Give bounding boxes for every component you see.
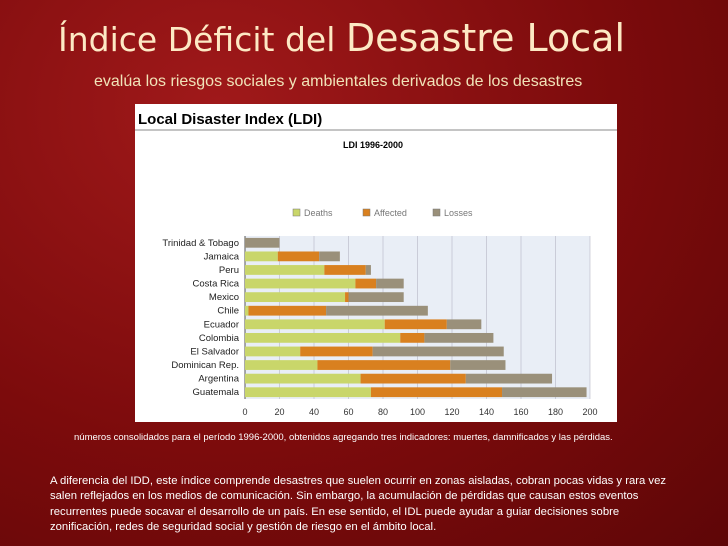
category-label-argentina: Argentina — [198, 374, 239, 385]
x-tick-label-0: 0 — [242, 407, 247, 417]
x-tick-label-40: 40 — [309, 407, 319, 417]
bar-costa-rica-affected — [355, 278, 377, 289]
category-label-mexico: Mexico — [209, 292, 239, 303]
bar-mexico-deaths — [245, 292, 346, 303]
category-label-trinidad-tobago: Trinidad & Tobago — [162, 238, 239, 249]
slide-title-part1: Índice Déficit del — [58, 20, 346, 59]
x-tick-label-60: 60 — [343, 407, 353, 417]
category-label-dominican-rep: Dominican Rep. — [171, 360, 239, 371]
x-tick-label-180: 180 — [548, 407, 563, 417]
bar-argentina-losses — [465, 373, 553, 384]
bar-peru-affected — [324, 265, 366, 275]
legend-label-losses: Losses — [444, 208, 473, 218]
legend-label-deaths: Deaths — [304, 208, 333, 218]
category-label-peru: Peru — [219, 265, 239, 276]
bar-ecuador-deaths — [245, 319, 385, 330]
bar-chile-deaths — [245, 305, 249, 316]
bar-peru-losses — [365, 265, 371, 275]
x-tick-label-160: 160 — [513, 407, 528, 417]
category-label-guatemala: Guatemala — [193, 387, 240, 398]
bar-chile-losses — [326, 305, 428, 316]
category-label-colombia: Colombia — [199, 333, 240, 344]
chart-panel: Local Disaster Index (LDI) LDI 1996-2000 D… — [135, 104, 617, 422]
chart-title: Local Disaster Index (LDI) — [138, 111, 322, 128]
bar-argentina-deaths — [245, 373, 361, 384]
bar-dominican-rep-losses — [450, 360, 506, 370]
bar-mexico-losses — [348, 292, 404, 303]
bar-ecuador-affected — [384, 319, 447, 330]
bar-guatemala-deaths — [245, 387, 371, 398]
x-tick-label-100: 100 — [410, 407, 425, 417]
bar-colombia-deaths — [245, 332, 401, 343]
x-tick-label-140: 140 — [479, 407, 494, 417]
category-label-costa-rica: Costa Rica — [193, 279, 240, 290]
chart-subtitle: LDI 1996-2000 — [343, 140, 403, 150]
bar-dominican-rep-affected — [317, 360, 451, 370]
bar-costa-rica-losses — [376, 278, 404, 289]
bar-costa-rica-deaths — [245, 278, 356, 289]
bar-jamaica-deaths — [245, 251, 278, 262]
category-label-ecuador: Ecuador — [204, 319, 239, 330]
bar-el-salvador-losses — [372, 346, 504, 357]
legend-label-affected: Affected — [374, 208, 407, 218]
bar-mexico-affected — [345, 292, 349, 303]
bar-colombia-affected — [400, 332, 425, 343]
bar-el-salvador-affected — [300, 346, 373, 357]
bar-argentina-affected — [360, 373, 466, 384]
legend-swatch-affected — [362, 208, 371, 217]
x-tick-label-200: 200 — [582, 407, 597, 417]
bar-chile-affected — [248, 305, 327, 316]
bar-guatemala-affected — [370, 387, 503, 398]
legend-swatch-deaths — [292, 208, 301, 217]
bar-jamaica-affected — [277, 251, 320, 262]
slide-title: Índice Déficit del Desastre Local — [58, 16, 625, 60]
category-label-chile: Chile — [217, 306, 239, 317]
x-tick-label-20: 20 — [274, 407, 284, 417]
bar-dominican-rep-deaths — [245, 360, 318, 370]
x-tick-label-80: 80 — [378, 407, 388, 417]
slide-subtitle: evalúa los riesgos sociales y ambientale… — [94, 73, 583, 90]
bar-el-salvador-deaths — [245, 346, 301, 357]
bar-colombia-losses — [424, 332, 494, 343]
chart-footnote: números consolidados para el período 199… — [74, 432, 613, 443]
bar-guatemala-losses — [502, 387, 587, 398]
x-tick-label-120: 120 — [444, 407, 459, 417]
description-paragraph: A diferencia del IDD, este índice compre… — [50, 475, 667, 534]
category-label-jamaica: Jamaica — [204, 251, 240, 262]
bar-ecuador-losses — [446, 319, 482, 330]
ldi-chart: Local Disaster Index (LDI) LDI 1996-2000 D… — [135, 111, 617, 417]
category-label-el-salvador: El Salvador — [190, 346, 239, 357]
slide-title-part2: Desastre Local — [345, 16, 626, 60]
bar-peru-deaths — [245, 265, 325, 275]
legend-swatch-losses — [432, 208, 441, 217]
bar-jamaica-losses — [319, 251, 340, 262]
bar-trinidad-tobago-losses — [245, 237, 280, 248]
